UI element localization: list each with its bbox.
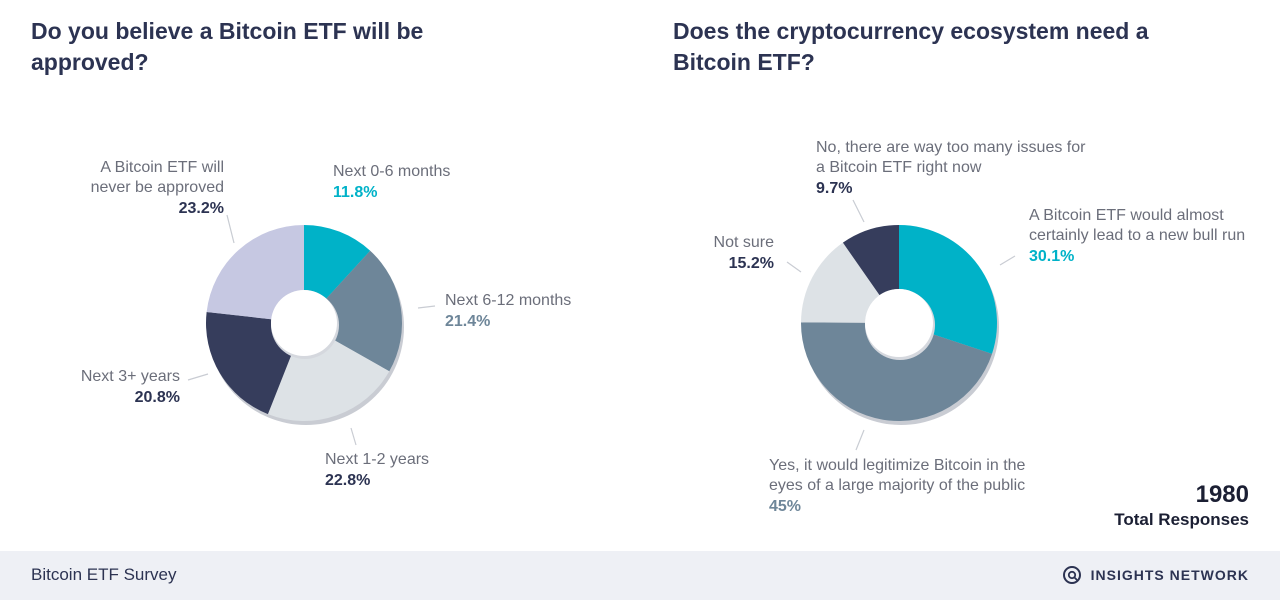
slice-label-bull-run: A Bitcoin ETF would almost certainly lea… bbox=[1029, 206, 1264, 268]
slice-label-next-1-2-years: Next 1-2 years 22.8% bbox=[325, 450, 429, 492]
slice-label-legitimize: Yes, it would legitimize Bitcoin in the … bbox=[769, 456, 1059, 518]
slice-a-bitcoin-etf-would-almost-certainly-lead-to-a-new-bull-run bbox=[899, 225, 997, 354]
slice-value-never-approved: 23.2% bbox=[178, 200, 224, 217]
slice-label-next-3-years: Next 3+ years 20.8% bbox=[81, 367, 180, 409]
slice-next-3-years bbox=[206, 311, 292, 415]
total-responses-count: 1980 bbox=[1195, 481, 1249, 508]
slice-label-too-many-issues: No, there are way too many issues for a … bbox=[816, 138, 1086, 200]
slice-no-there-are-way-too-many-issues-for-a-bitcoin-etf-right-now bbox=[842, 225, 899, 296]
total-responses-caption: Total Responses bbox=[1114, 510, 1249, 529]
slice-next-1-2-years bbox=[267, 339, 390, 421]
leader-line-4 bbox=[999, 255, 1016, 266]
slice-next-0-6-months bbox=[304, 225, 371, 299]
slice-label-never-approved: A Bitcoin ETF will never be approved 23.… bbox=[64, 158, 224, 220]
leader-line-5 bbox=[855, 429, 865, 451]
slice-label-next-6-12-months: Next 6-12 months 21.4% bbox=[445, 291, 571, 333]
leader-line-3 bbox=[187, 373, 209, 381]
slice-value-next-1-2-years: 22.8% bbox=[325, 472, 371, 489]
donut-chart-1 bbox=[206, 224, 404, 425]
slice-value-next-3-years: 20.8% bbox=[134, 389, 180, 406]
footer-source: Bitcoin ETF Survey bbox=[31, 565, 177, 584]
slice-label-not-sure: Not sure 15.2% bbox=[714, 233, 774, 275]
leader-line-1 bbox=[417, 305, 436, 309]
leader-line-6 bbox=[786, 261, 802, 273]
slice-label-next-0-6-months: Next 0-6 months 11.8% bbox=[333, 162, 450, 204]
slice-value-next-6-12-months: 21.4% bbox=[445, 313, 491, 330]
slice-value-bull-run: 30.1% bbox=[1029, 248, 1075, 265]
slice-next-6-12-months bbox=[326, 250, 402, 372]
donut-hole bbox=[865, 289, 933, 357]
chart-2-title: Does the cryptocurrency ecosystem need a… bbox=[673, 18, 1149, 75]
slice-a-bitcoin-etf-will-never-be-approved bbox=[206, 224, 304, 320]
footer-brand: INSIGHTS NETWORK bbox=[1090, 567, 1249, 583]
leader-line-2 bbox=[350, 427, 357, 446]
leader-lines bbox=[187, 199, 1016, 451]
chart-1-title: Do you believe a Bitcoin ETF will be app… bbox=[31, 18, 424, 75]
total-responses: 1980 Total Responses bbox=[1114, 481, 1249, 531]
slice-value-too-many-issues: 9.7% bbox=[816, 180, 853, 197]
footer-bar: Bitcoin ETF Survey INSIGHTS NETWORK bbox=[0, 551, 1280, 600]
donut-chart-2 bbox=[801, 225, 999, 425]
insights-network-logo-icon bbox=[1063, 566, 1081, 584]
slice-not-sure bbox=[801, 242, 880, 323]
donut-hole bbox=[271, 290, 337, 356]
leader-line-7 bbox=[852, 199, 865, 223]
slice-yes-it-would-legitimize-bitcoin-in-the-eyes-of-a-large-majority-of-the-public bbox=[801, 322, 993, 421]
slice-value-not-sure: 15.2% bbox=[728, 255, 774, 272]
slice-value-legitimize: 45% bbox=[769, 498, 802, 515]
slice-value-next-0-6-months: 11.8% bbox=[333, 184, 378, 201]
leader-line-0 bbox=[226, 214, 235, 244]
charts-canvas bbox=[187, 199, 1016, 451]
